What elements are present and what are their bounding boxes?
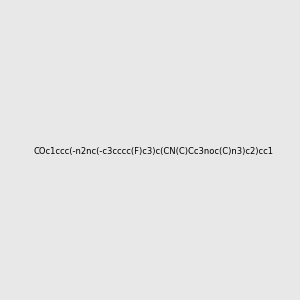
Text: COc1ccc(-n2nc(-c3cccc(F)c3)c(CN(C)Cc3noc(C)n3)c2)cc1: COc1ccc(-n2nc(-c3cccc(F)c3)c(CN(C)Cc3noc… xyxy=(34,147,274,156)
